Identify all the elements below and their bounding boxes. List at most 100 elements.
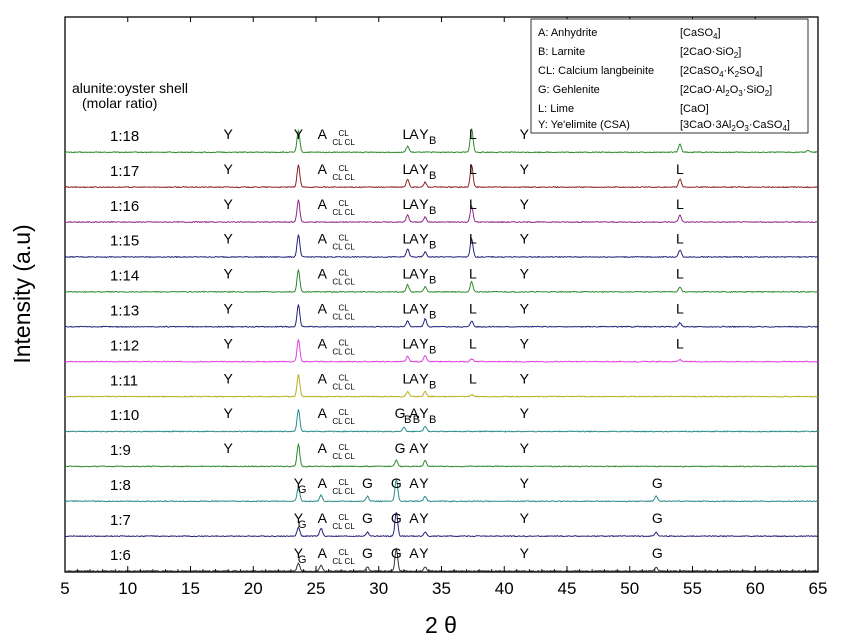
peak-label-1-18-2: A: [318, 126, 328, 142]
peak-label-1-8-7: Y: [419, 475, 429, 491]
peak-label-1-15-0: Y: [223, 231, 233, 247]
ratio-header-line2: (molar ratio): [82, 95, 157, 111]
peak-label-1-15-5: Y: [419, 231, 429, 247]
legend-key-1: B: Larnite: [538, 46, 585, 58]
peak-label-1-8-3: CL: [338, 478, 349, 487]
peak-label-1-18-0: Y: [223, 126, 233, 142]
peak-label-1-13-4: A: [409, 301, 419, 317]
peak-label-1-7-9: G: [652, 510, 663, 526]
peak-label-1-11-7: L: [469, 370, 477, 386]
x-tick-label-65: 65: [809, 579, 828, 598]
peak-label-1-10-1: A: [318, 405, 328, 421]
peak-label-1-11-3: L: [402, 370, 410, 386]
peak-label-1-15-2: CL: [338, 234, 349, 243]
peak-label-1-9-2-pair: CL CL: [332, 452, 355, 461]
legend-formula-4: [CaO]: [680, 103, 709, 115]
peak-label-1-9-3: G: [395, 440, 406, 456]
peak-label-1-8-0: Y: [294, 475, 304, 491]
peak-label-1-10-3: G: [395, 405, 406, 421]
series-line-1-16: [64, 199, 819, 224]
peak-label-1-14-2: CL: [338, 269, 349, 278]
peak-label-1-11-5: Y: [419, 370, 429, 386]
peak-label-1-14-2-pair: CL CL: [332, 278, 355, 287]
peak-label-1-18-3-pair: CL CL: [332, 138, 355, 147]
series-line-1-11: [64, 374, 818, 398]
peak-label-1-7-8: Y: [520, 510, 530, 526]
peak-label-1-17-0: Y: [223, 161, 233, 177]
peak-label-1-13-7: L: [469, 301, 477, 317]
peak-label-1-14-0: Y: [223, 266, 233, 282]
peak-label-1-9-4: A: [409, 440, 419, 456]
peak-label-1-16-7: L: [469, 196, 477, 212]
peak-label-1-17-4: A: [409, 161, 419, 177]
series-line-1-18: [64, 128, 819, 154]
peak-label-1-15-2-pair: CL CL: [332, 243, 355, 252]
peak-label-1-18-6: Y: [419, 126, 429, 142]
legend: A: Anhydrite B: Larnite CL: Calcium lang…: [530, 18, 809, 134]
legend-formula-1: [2CaO·SiO2]: [680, 46, 741, 60]
peak-label-1-6-7: Y: [419, 545, 429, 561]
peak-label-1-14-9: L: [676, 266, 684, 282]
legend-key-0: A: Anhydrite: [538, 27, 597, 39]
traces-layer: [64, 128, 819, 573]
peak-label-1-10-6: B: [413, 414, 420, 426]
peak-label-1-14-4: A: [409, 266, 419, 282]
series-label-1-10: 1:10: [110, 407, 139, 424]
peak-label-1-18-5: A: [409, 126, 419, 142]
peak-label-1-8-8: Y: [520, 475, 530, 491]
peak-label-1-13-2: CL: [338, 304, 349, 313]
peak-label-1-10-0: Y: [223, 405, 233, 421]
series-label-1-6: 1:6: [110, 547, 131, 564]
series-label-1-9: 1:9: [110, 442, 131, 459]
series-line-1-17: [64, 163, 819, 189]
x-tick-label-30: 30: [369, 579, 388, 598]
peak-label-1-17-6: B: [429, 170, 436, 182]
series-label-1-11: 1:11: [110, 372, 138, 389]
peak-label-1-14-8: Y: [520, 266, 530, 282]
peak-label-1-16-0: Y: [223, 196, 233, 212]
x-tick-label-50: 50: [620, 579, 639, 598]
peak-label-1-11-6: B: [429, 379, 436, 391]
series-label-1-16: 1:16: [110, 198, 139, 215]
x-tick-label-45: 45: [558, 579, 577, 598]
peak-label-1-9-5: Y: [419, 440, 429, 456]
x-tick-label-40: 40: [495, 579, 514, 598]
peak-label-1-6-3-pair: CL CL: [332, 557, 355, 566]
legend-key-2: CL: Calcium langbeinite: [538, 65, 654, 77]
ratio-header-line1: alunite:oyster shell: [72, 80, 188, 96]
series-line-1-15: [64, 234, 819, 259]
series-line-1-8: [65, 477, 819, 503]
series-label-1-14: 1:14: [110, 268, 139, 285]
peak-label-1-18-3: CL: [338, 129, 349, 138]
peak-label-1-12-0: Y: [223, 335, 233, 351]
peak-label-1-11-2-pair: CL CL: [332, 382, 355, 391]
peak-label-1-11-4: A: [409, 370, 419, 386]
peak-label-1-16-9: L: [676, 196, 684, 212]
series-label-1-7: 1:7: [110, 512, 131, 529]
row-labels-layer: 1:18 1:17 1:16 1:15 1:14 1:13 1:12 1:11 1:10 1:9 1…: [110, 128, 139, 564]
x-tick-label-20: 20: [244, 579, 263, 598]
peak-label-1-10-9: Y: [520, 405, 530, 421]
peak-label-1-13-6: B: [429, 310, 436, 322]
peak-label-1-17-5: Y: [419, 161, 429, 177]
peak-label-1-7-5: G: [391, 510, 402, 526]
x-tick-label-60: 60: [746, 579, 765, 598]
peak-label-1-15-9: L: [676, 231, 684, 247]
peak-label-1-6-6: A: [409, 545, 419, 561]
peak-label-1-7-7: Y: [419, 510, 429, 526]
peak-label-1-17-2-pair: CL CL: [332, 173, 355, 182]
peak-label-1-7-2: A: [318, 510, 328, 526]
peak-label-1-10-2: CL: [338, 408, 349, 417]
peak-label-1-6-8: Y: [520, 545, 530, 561]
legend-box: [530, 18, 809, 134]
peak-label-1-10-4: B: [404, 414, 411, 426]
peak-label-1-18-4: L: [402, 126, 410, 142]
peak-label-1-18-1: Y: [294, 126, 304, 142]
peak-label-1-14-5: Y: [419, 266, 429, 282]
peak-label-1-10-2-pair: CL CL: [332, 417, 355, 426]
peak-label-1-6-5: G: [391, 545, 402, 561]
legend-formula-5: [3CaO·3Al2O3·CaSO4]: [680, 119, 790, 133]
peak-label-1-15-7: L: [469, 231, 477, 247]
peak-label-1-15-4: A: [409, 231, 419, 247]
